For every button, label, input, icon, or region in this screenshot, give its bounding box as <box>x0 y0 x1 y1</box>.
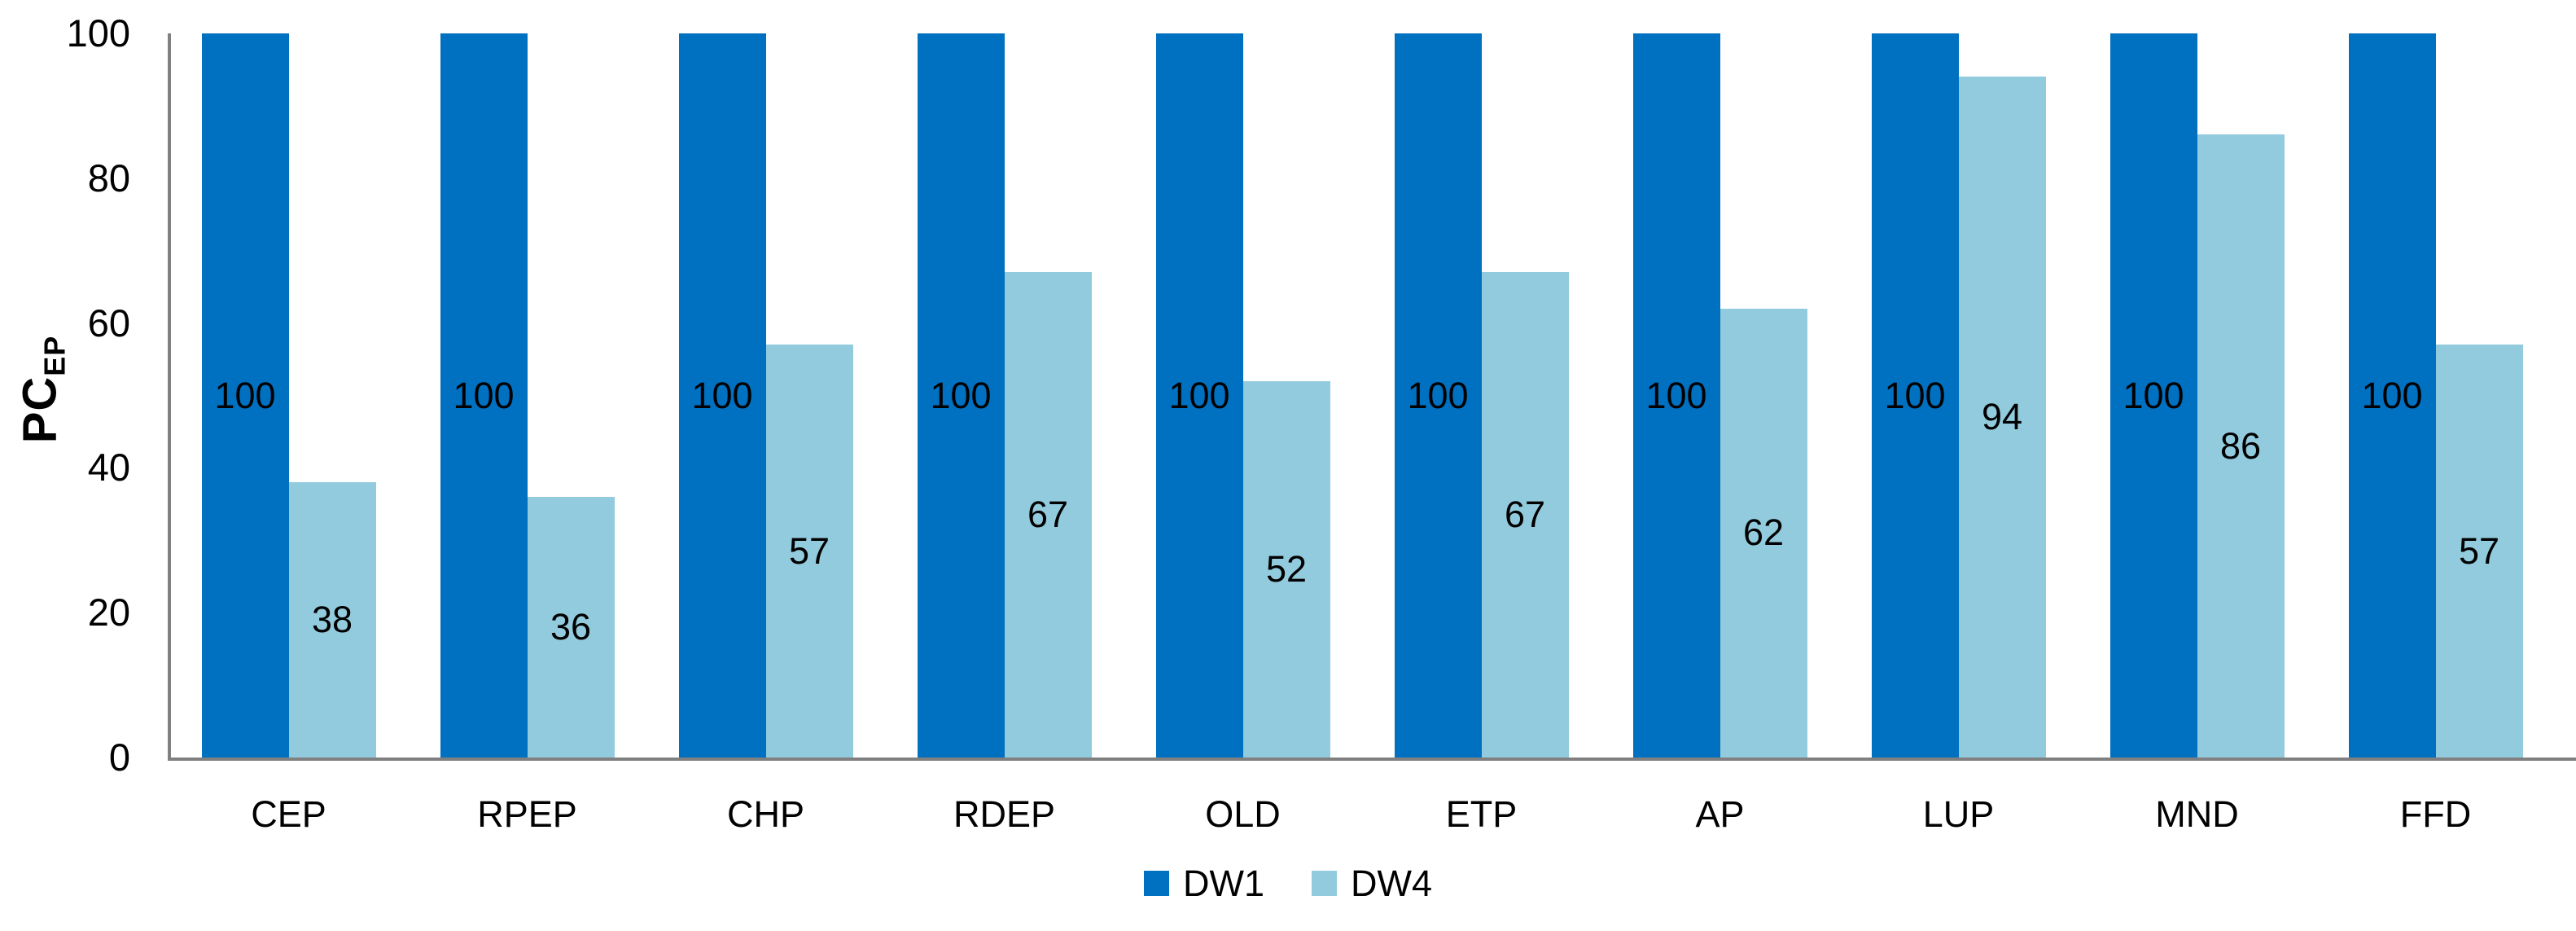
legend-item-dw4: DW4 <box>1312 865 1432 902</box>
y-tick-label: 60 <box>87 301 130 345</box>
y-axis-title: PCEP <box>13 336 72 444</box>
bar-dw4-cep: 38 <box>288 482 376 758</box>
x-category-label-ap: AP <box>1695 793 1745 835</box>
bar-value-label: 100 <box>1407 374 1469 416</box>
bar-dw4-etp: 67 <box>1481 272 1569 758</box>
bar-dw4-old: 52 <box>1242 380 1330 758</box>
bar-value-label: 100 <box>1884 374 1946 416</box>
bar-value-label: 100 <box>691 374 753 416</box>
bar-dw1-chp: 100 <box>678 33 766 758</box>
bar-value-label: 52 <box>1265 547 1308 590</box>
bar-dw4-rpep: 36 <box>527 496 615 758</box>
legend: DW1 DW4 <box>0 865 2576 902</box>
x-category-label-lup: LUP <box>1922 793 1995 835</box>
bar-value-label: 100 <box>2361 374 2423 416</box>
y-tick-label: 40 <box>87 446 130 490</box>
y-tick-label: 80 <box>87 156 130 200</box>
y-tick-label: 0 <box>108 736 130 779</box>
bar-dw4-ffd: 57 <box>2435 345 2523 758</box>
bar-dw4-mnd: 86 <box>2197 134 2285 758</box>
bar-dw1-rpep: 100 <box>440 33 528 758</box>
bar-value-label: 57 <box>2458 529 2500 572</box>
legend-swatch-icon <box>1144 871 1169 896</box>
bar-dw1-etp: 100 <box>1394 33 1482 758</box>
bar-value-label: 62 <box>1742 512 1785 554</box>
x-category-label-chp: CHP <box>726 793 804 835</box>
x-category-label-old: OLD <box>1205 793 1281 835</box>
bar-dw1-ffd: 100 <box>2348 33 2436 758</box>
y-tick-label: 100 <box>66 11 130 55</box>
y-axis-line <box>168 33 171 759</box>
bar-value-label: 67 <box>1027 494 1069 536</box>
bar-dw1-cep: 100 <box>201 33 289 758</box>
bar-dw4-ap: 62 <box>1720 308 1807 758</box>
bar-value-label: 94 <box>1981 396 2023 438</box>
bar-dw1-mnd: 100 <box>2109 33 2197 758</box>
legend-item-dw1: DW1 <box>1144 865 1264 902</box>
bar-value-label: 57 <box>788 529 830 572</box>
legend-swatch-icon <box>1312 871 1337 896</box>
bar-value-label: 100 <box>1168 374 1230 416</box>
y-axis-title-main: PC <box>13 375 67 444</box>
bar-dw1-lup: 100 <box>1871 33 1959 758</box>
legend-label: DW4 <box>1351 863 1432 904</box>
bar-dw1-old: 100 <box>1155 33 1243 758</box>
bar-value-label: 100 <box>453 374 515 416</box>
bar-value-label: 38 <box>311 599 353 641</box>
y-tick-label: 20 <box>87 591 130 635</box>
bar-value-label: 86 <box>2219 424 2262 467</box>
bar-dw1-ap: 100 <box>1632 33 1720 758</box>
x-category-label-ffd: FFD <box>2399 793 2472 835</box>
legend-label: DW1 <box>1183 863 1264 904</box>
plot-area: 100 38 100 36 100 57 100 67 100 52 100 67 100 62 100 94… <box>169 33 2555 758</box>
bar-value-label: 100 <box>2123 374 2184 416</box>
bar-value-label: 36 <box>550 605 592 648</box>
x-category-label-rpep: RPEP <box>477 793 577 835</box>
x-category-label-rdep: RDEP <box>953 793 1056 835</box>
x-category-label-mnd: MND <box>2155 793 2239 835</box>
bar-dw4-rdep: 67 <box>1004 272 1092 758</box>
x-category-label-etp: ETP <box>1445 793 1518 835</box>
x-axis-line <box>168 758 2576 761</box>
bar-value-label: 100 <box>1645 374 1707 416</box>
bar-value-label: 100 <box>930 374 992 416</box>
bar-dw4-chp: 57 <box>765 345 853 758</box>
bar-dw1-rdep: 100 <box>917 33 1005 758</box>
bar-value-label: 67 <box>1504 494 1546 536</box>
bar-dw4-lup: 94 <box>1958 77 2046 758</box>
bar-value-label: 100 <box>214 374 276 416</box>
x-category-label-cep: CEP <box>251 793 326 835</box>
